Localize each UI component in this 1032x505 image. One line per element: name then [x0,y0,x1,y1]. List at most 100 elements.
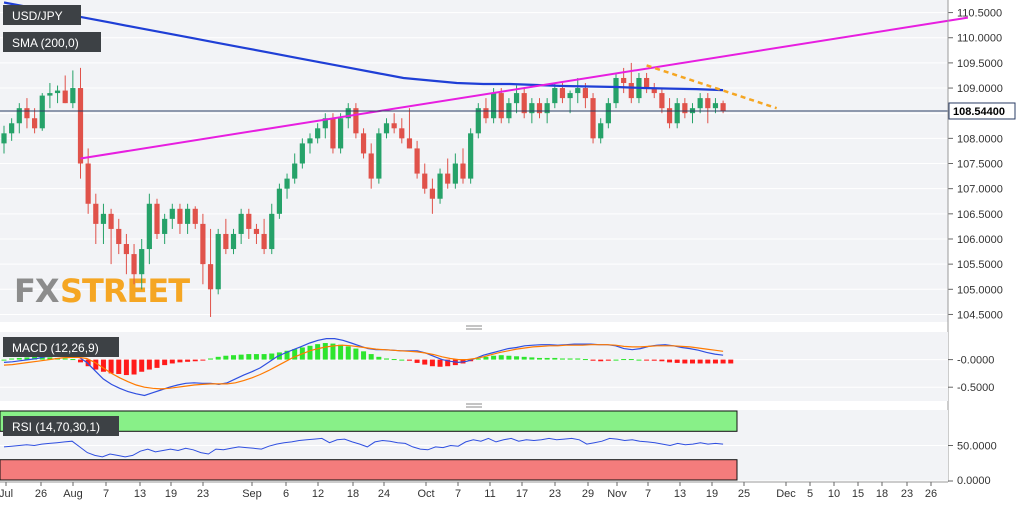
price-tick-label: 107.5000 [957,159,1003,171]
macd-histogram-bar [261,354,267,360]
sma-tag-bg[interactable] [3,32,101,52]
macd-histogram-bar [200,359,206,361]
candle-body [139,249,145,275]
macd-histogram-bar [269,353,275,360]
candle-body [32,118,38,129]
macd-histogram-bar [552,357,558,360]
macd-tag[interactable]: MACD (12,26,9) [12,341,99,355]
price-panel: FX STREET USD/JPY SMA (200,0) [0,0,969,322]
candle-body [70,88,76,104]
macd-histogram-bar [1,359,7,361]
macd-histogram-bar [529,357,535,360]
macd-histogram-bar [70,359,76,361]
candle-body [1,133,7,144]
symbol-tag-bg[interactable] [3,5,81,25]
rsi-tag-bg[interactable] [3,416,119,436]
candle-body [131,254,137,275]
macd-histogram-bar [690,359,695,364]
rsi-grid [0,445,948,482]
time-tick-label: 7 [103,488,109,500]
macd-histogram-bar [590,359,596,361]
candle-body [628,83,634,99]
macd-histogram-bar [238,354,244,360]
macd-histogram-bar [338,344,344,360]
rsi-tick-label: 0.0000 [957,475,991,487]
macd-histogram-bar [682,359,688,364]
time-tick-label: 23 [197,488,209,500]
candle-body [353,108,359,134]
macd-histogram-bar [521,356,527,360]
candle-body [9,123,15,134]
macd-histogram-bar [728,359,734,364]
candle-body [682,103,688,114]
candle-body [475,108,481,134]
candle-body [644,77,650,89]
candle-body [261,233,267,250]
macd-histogram-bar [307,345,313,360]
macd-histogram-bar [85,359,91,367]
candle-body [544,103,550,114]
current-price-label-bg [948,102,1016,120]
candle-body [16,108,22,124]
macd-histogram-bar [169,359,175,364]
candle-body [605,103,611,124]
candle-body [292,163,298,179]
candle-body [77,88,84,164]
macd-histogram-bar [514,356,520,360]
macd-histogram-bar [185,359,191,362]
candle-body [223,233,229,250]
watermark-fx: FX [14,272,60,310]
candle-body [414,148,420,174]
macd-histogram-bar [32,356,38,360]
time-tick-label: 11 [484,488,495,500]
macd-histogram-bar [9,358,15,360]
candle-body [200,223,206,265]
macd-histogram-bar [582,359,588,361]
macd-histogram-bar [406,359,412,361]
macd-histogram-bar [376,356,382,360]
candle-body [460,163,466,179]
rsi-tag[interactable]: RSI (14,70,30,1) [12,420,100,434]
price-panel-background [0,0,948,322]
candle-body [62,90,68,104]
macd-histogram-bar [628,359,634,361]
macd-histogram-bar [361,351,367,360]
macd-histogram-bar [162,359,168,366]
price-axis: 110.5000110.0000109.5000109.0000108.5000… [947,0,1016,482]
time-tick-label: Jul [0,488,13,500]
macd-histogram-bar [491,355,497,360]
macd-histogram-bar [644,359,650,361]
macd-histogram-bar [559,358,565,360]
macd-axis: -0.0000 -0.5000 [948,355,994,394]
time-tick-label: 18 [347,488,359,500]
candle-body [54,90,61,94]
watermark-street: STREET [60,272,190,310]
macd-histogram-bar [253,354,259,360]
macd-histogram-bar [330,343,336,360]
macd-histogram-bar [139,359,145,372]
candle-body [338,118,344,149]
macd-histogram-bar [146,359,152,370]
candle-body [613,77,619,104]
price-tick-label: 108.0000 [957,133,1003,145]
candle-body [108,213,114,229]
candle-body [154,203,160,234]
price-tick-label: 104.5000 [957,309,1003,321]
candle-body [169,208,175,219]
time-tick-label: 5 [807,488,813,500]
symbol-tag[interactable]: USD/JPY [12,9,63,23]
sma-tag[interactable]: SMA (200,0) [12,36,79,50]
candle-body [269,213,275,250]
time-tick-label: Dec [776,488,796,500]
candle-body [720,103,726,111]
macd-histogram-bar [537,357,542,360]
candle-body [536,103,543,114]
price-tick-label: 110.5000 [957,8,1002,20]
macd-tag-bg[interactable] [3,337,119,357]
macd-tick-label: -0.5000 [957,382,994,394]
candle-body [299,143,305,164]
candle-body [376,133,382,179]
ascending-trendline [80,16,969,160]
macd-histogram-bar [475,358,481,360]
